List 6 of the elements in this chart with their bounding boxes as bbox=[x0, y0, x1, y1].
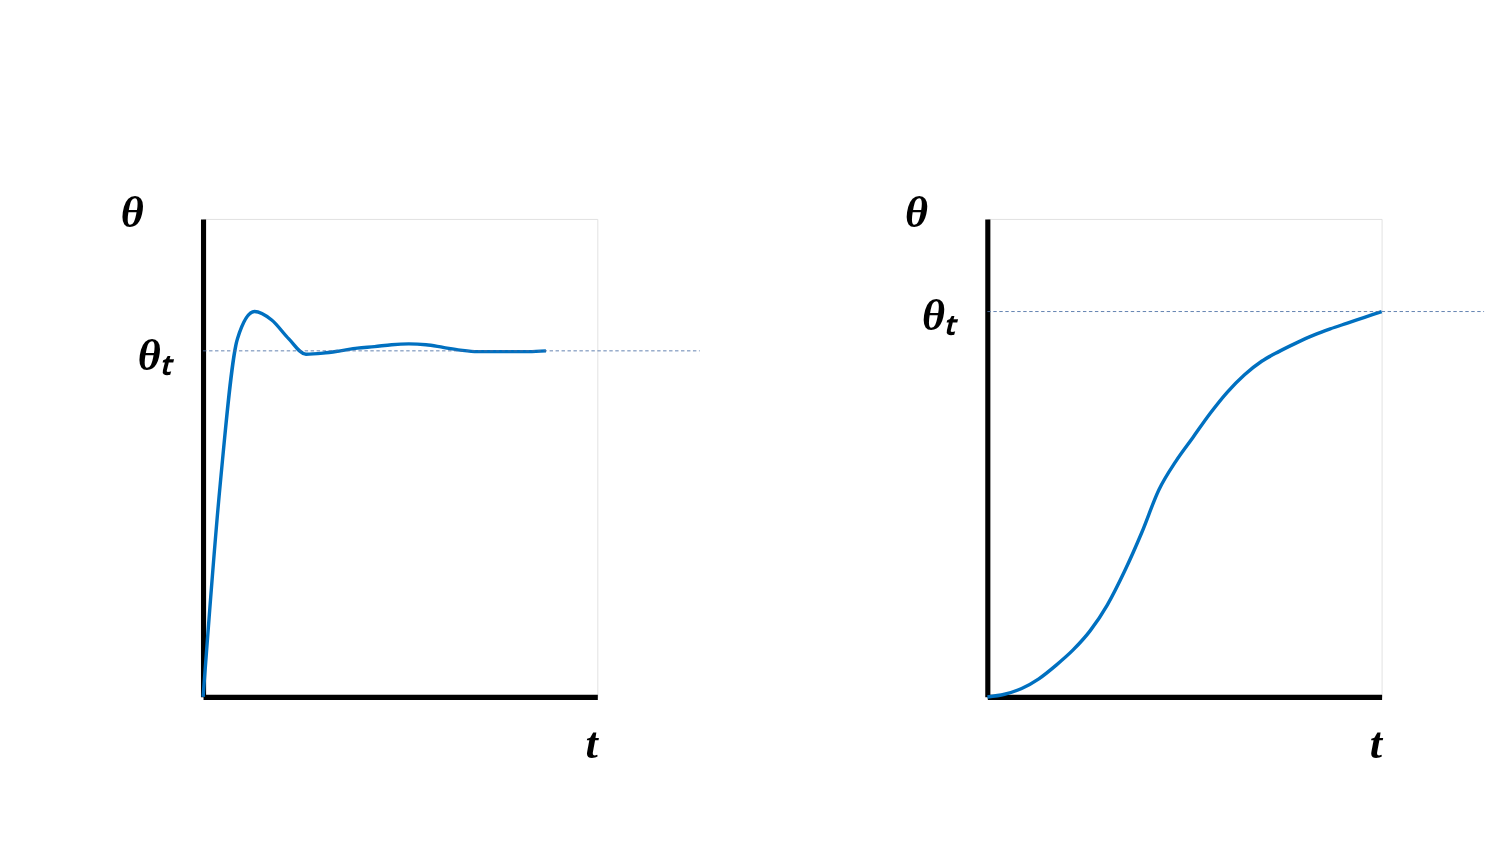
x-axis-title: t bbox=[585, 717, 600, 768]
ref-line-label: θₜ bbox=[137, 329, 175, 380]
x-axis-title: t bbox=[1369, 717, 1384, 768]
ref-line-label: θₜ bbox=[921, 290, 959, 341]
y-axis-title: θ bbox=[905, 187, 929, 238]
y-axis-title: θ bbox=[120, 187, 144, 238]
